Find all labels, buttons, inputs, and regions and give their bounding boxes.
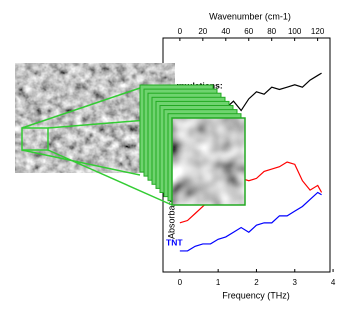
frame-stack <box>140 85 245 205</box>
x-tick-label: 3 <box>293 278 298 287</box>
frame <box>172 118 245 205</box>
annotation: TNT <box>166 237 183 247</box>
x2-tick-label: 0 <box>178 27 183 36</box>
x2-tick-label: 120 <box>311 27 325 36</box>
x-tick-label: 1 <box>216 278 221 287</box>
x-tick-label: 4 <box>331 278 336 287</box>
x2-tick-label: 40 <box>221 27 230 36</box>
x-tick-label: 0 <box>178 278 183 287</box>
x2-tick-label: 20 <box>198 27 207 36</box>
x2-tick-label: 80 <box>267 27 276 36</box>
x-tick-label: 2 <box>254 278 259 287</box>
chart: 01234020406080100120Frequency (THz)Waven… <box>0 0 337 304</box>
x2-tick-label: 60 <box>244 27 253 36</box>
x2-tick-label: 100 <box>288 27 302 36</box>
x-axis-label: Frequency (THz) <box>222 290 290 300</box>
x2-axis-label: Wavenumber (cm-1) <box>209 11 291 21</box>
